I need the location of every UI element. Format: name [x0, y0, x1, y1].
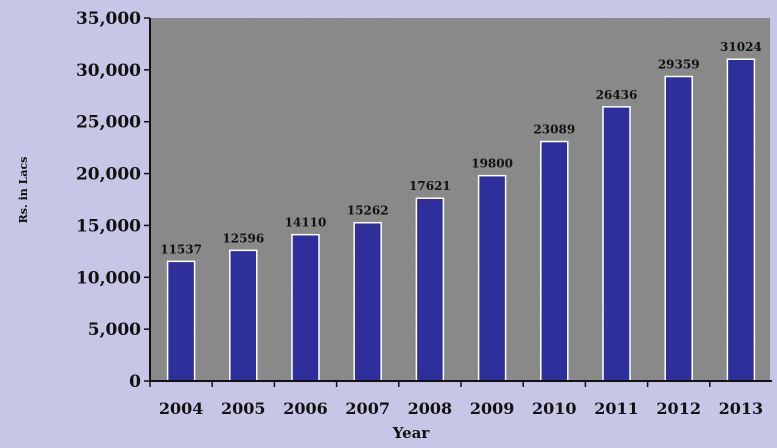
bars-layer	[166, 58, 756, 382]
data-label-2008: 17621	[409, 179, 451, 193]
x-tick-label-2012: 2012	[656, 399, 701, 418]
y-tick-label-35000: 35,000	[76, 9, 141, 29]
x-tick-label-2006: 2006	[283, 399, 328, 418]
bar-2011	[602, 106, 631, 382]
y-tick-label-5000: 5,000	[88, 320, 141, 340]
data-label-2006: 14110	[285, 216, 327, 230]
data-label-2012: 29359	[658, 58, 700, 72]
data-label-2011: 26436	[596, 88, 638, 102]
data-label-2007: 15262	[347, 204, 389, 218]
y-tick-label-30000: 30,000	[76, 61, 141, 81]
data-label-2004: 11537	[160, 242, 202, 256]
x-tick-label-2005: 2005	[221, 399, 266, 418]
x-tick-label-2008: 2008	[408, 399, 453, 418]
bar-2010	[540, 140, 569, 382]
bar-2013	[726, 58, 756, 382]
bar-2008	[415, 197, 445, 382]
y-tick-label-10000: 10,000	[76, 268, 141, 288]
data-label-2009: 19800	[471, 157, 513, 171]
y-tick-label-20000: 20,000	[76, 165, 141, 185]
y-tick-label-15000: 15,000	[76, 216, 141, 236]
data-label-2010: 23089	[533, 123, 575, 137]
bar-2012	[664, 75, 693, 382]
bar-2007	[353, 221, 382, 382]
bar-2004	[166, 260, 196, 382]
x-axis-ticks: 2004 2005 2006 2007 2008 2009 2010 2011 2012 2013	[149, 381, 764, 418]
x-axis-title: Year	[392, 424, 431, 442]
data-label-2005: 12596	[222, 231, 264, 245]
data-label-2013: 31024	[720, 40, 762, 54]
x-tick-label-2007: 2007	[345, 399, 390, 418]
bar-2009	[477, 174, 507, 382]
x-tick-label-2013: 2013	[719, 399, 764, 418]
y-tick-label-25000: 25,000	[76, 113, 141, 133]
y-tick-label-0: 0	[129, 372, 141, 392]
x-tick-label-2009: 2009	[470, 399, 515, 418]
data-labels: 11537 12596 14110 15262 17621 19800 23089 26436…	[160, 40, 762, 256]
x-tick-label-2004: 2004	[159, 399, 204, 418]
x-tick-label-2011: 2011	[594, 399, 639, 418]
x-tick-label-2010: 2010	[532, 399, 577, 418]
bar-2005	[229, 249, 258, 382]
y-axis-ticks: 0 5,000 10,000 15,000 20,000 25,000 30,000 35,0…	[76, 9, 150, 392]
bar-2006	[291, 233, 320, 382]
y-axis-title: Rs. in Lacs	[17, 157, 30, 224]
